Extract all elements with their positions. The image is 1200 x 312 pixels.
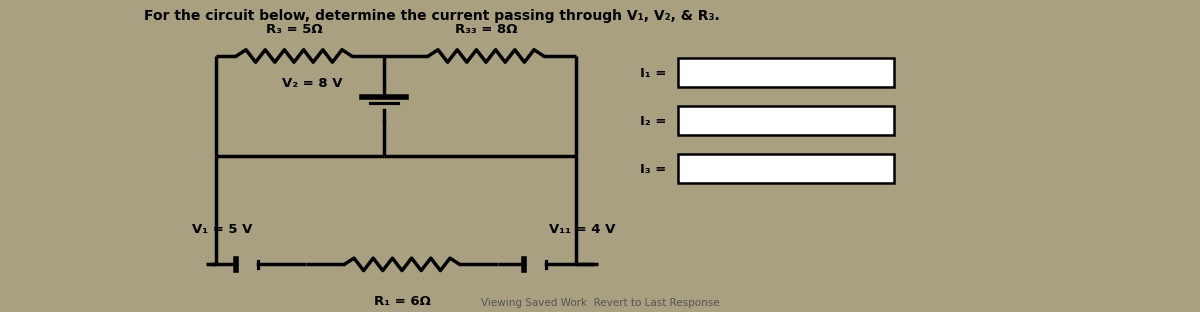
Text: V₂ = 8 V: V₂ = 8 V [282,77,342,90]
Text: I₁ =: I₁ = [640,66,666,80]
Text: For the circuit below, determine the current passing through V₁, V₂, & R₃.: For the circuit below, determine the cur… [144,9,720,23]
FancyBboxPatch shape [678,57,894,87]
Text: Viewing Saved Work  Revert to Last Response: Viewing Saved Work Revert to Last Respon… [481,298,719,308]
Text: V₁₁ = 4 V: V₁₁ = 4 V [548,223,616,236]
FancyBboxPatch shape [678,106,894,135]
Text: R₁ = 6Ω: R₁ = 6Ω [373,295,431,309]
Text: R₃₃ = 8Ω: R₃₃ = 8Ω [455,23,517,36]
Text: \: \ [688,66,692,79]
FancyBboxPatch shape [678,154,894,183]
Text: R₃ = 5Ω: R₃ = 5Ω [265,23,323,36]
Text: I₂ =: I₂ = [640,115,666,128]
Text: V₁ = 5 V: V₁ = 5 V [192,223,252,236]
Text: I₃ =: I₃ = [640,163,666,176]
